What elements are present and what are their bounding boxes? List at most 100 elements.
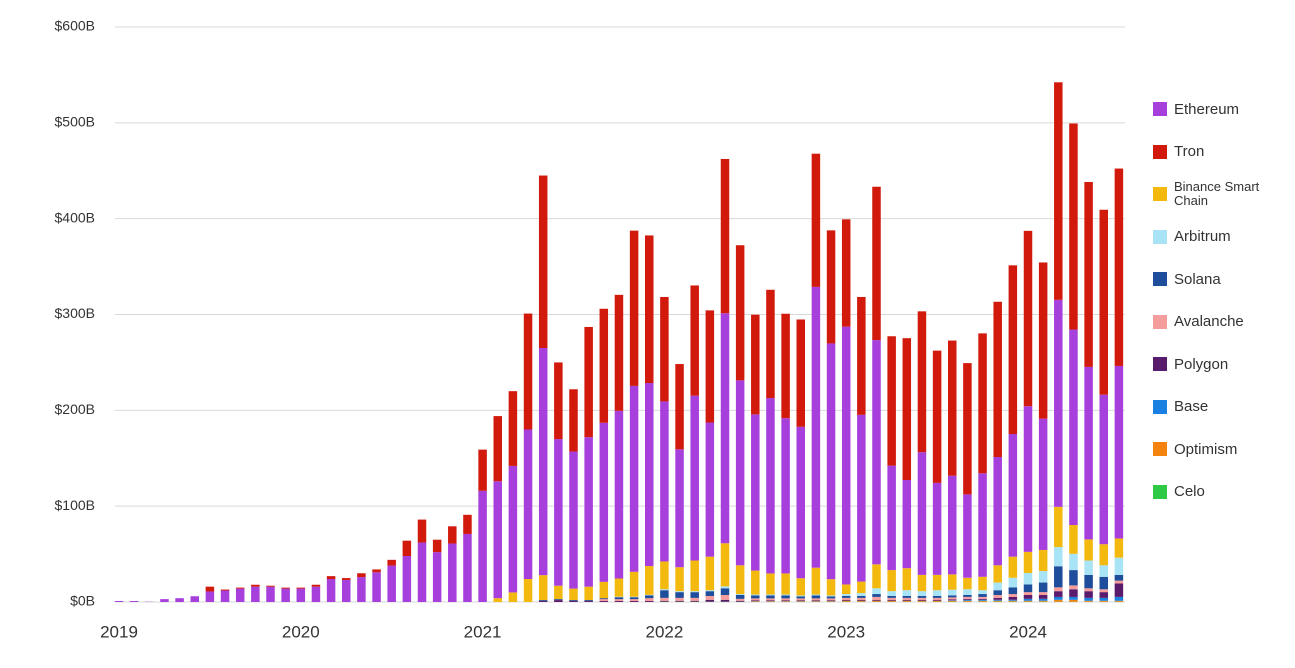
bar-segment [160, 599, 169, 602]
bar-segment [841, 600, 851, 602]
legend-item: Binance Smart Chain [1153, 173, 1293, 216]
bar-segment [1069, 596, 1078, 600]
bar-segment [417, 519, 427, 543]
bar-segment [569, 601, 578, 602]
bar-segment [1008, 600, 1018, 602]
bar-segment [841, 597, 851, 600]
bar-segment [963, 494, 972, 578]
bar-segment [735, 598, 745, 601]
bar-segment [841, 219, 851, 327]
bar-segment [872, 594, 881, 597]
bar-segment [1114, 365, 1124, 539]
bar-segment [720, 586, 730, 589]
bar-segment [917, 600, 927, 602]
bar-segment [645, 566, 654, 595]
bar-segment [387, 565, 396, 602]
bar-segment [720, 599, 730, 602]
bar-segment [129, 601, 139, 602]
bar-segment [826, 230, 836, 344]
bar-segment [1038, 592, 1048, 596]
bar-segment [645, 595, 654, 599]
legend-label: Ethereum [1174, 100, 1240, 118]
bar-segment [508, 592, 518, 602]
bar-segment [1008, 587, 1018, 595]
bar-segment [554, 439, 563, 586]
bar-segment [735, 595, 745, 599]
bar-segment [614, 601, 624, 602]
bar-segment [948, 599, 957, 601]
bar-segment [887, 599, 896, 601]
bar-segment [1069, 553, 1078, 571]
bar-segment [811, 598, 821, 601]
bar-segment [1008, 434, 1018, 557]
bar-segment [417, 542, 427, 602]
bar-segment [932, 350, 942, 483]
bar-segment [599, 601, 609, 602]
bar-segment [372, 572, 381, 602]
bar-segment [584, 326, 593, 438]
bar-segment [1084, 560, 1093, 575]
bar-segment [917, 591, 927, 596]
bar-segment [887, 570, 896, 592]
bar-segment [1023, 592, 1033, 596]
bar-segment [1038, 418, 1048, 550]
bar-segment [629, 571, 639, 597]
bar-segment [675, 449, 684, 568]
bar-segment [963, 577, 972, 590]
bar-segment [887, 600, 896, 602]
bar-segment [342, 579, 351, 602]
bar-segment [1084, 588, 1093, 592]
legend-swatch [1153, 442, 1167, 457]
bar-segment [1023, 598, 1033, 601]
bar-segment [493, 481, 502, 599]
bar-segment [1069, 585, 1078, 590]
bar-segment [751, 414, 760, 571]
bar-segment [841, 584, 851, 595]
bar-segment [1054, 299, 1063, 507]
bar-segment [675, 364, 684, 450]
bar-segment [751, 570, 760, 595]
bar-segment [660, 590, 669, 598]
bar-segment [372, 569, 381, 573]
bar-segment [826, 343, 836, 580]
legend-item: Optimism [1153, 428, 1293, 471]
bar-segment [220, 590, 230, 602]
x-tick-label: 2021 [464, 622, 502, 641]
legend-swatch [1153, 187, 1167, 202]
bar-segment [1099, 394, 1108, 545]
legend: Ethereum Tron Binance Smart Chain Arbitrum S… [1153, 88, 1293, 513]
bar-segment [917, 595, 927, 598]
legend-label: Base [1174, 398, 1209, 416]
bar-segment [751, 594, 760, 596]
bar-segment [629, 385, 639, 572]
bar-segment [114, 601, 124, 602]
bar-segment [599, 599, 609, 602]
legend-item: Ethereum [1153, 88, 1293, 131]
bar-segment [1099, 597, 1108, 601]
bar-segment [887, 465, 896, 571]
bar-segment [811, 594, 821, 596]
bar-segment [326, 579, 336, 602]
bar-segment [781, 600, 790, 602]
legend-swatch [1153, 229, 1167, 244]
bar-segment [811, 595, 821, 599]
bar-segment [766, 598, 775, 601]
bar-segment [735, 245, 745, 381]
bar-segment [963, 600, 972, 602]
bar-segment [538, 348, 548, 576]
bar-segment [251, 586, 260, 602]
bar-segment [917, 597, 927, 600]
bar-segment [872, 186, 881, 341]
bar-segment [1114, 538, 1124, 558]
legend-swatch [1153, 484, 1167, 499]
bar-segment [978, 576, 987, 591]
bar-segment [872, 596, 881, 600]
x-tick-label: 2020 [282, 622, 320, 641]
legend-label: Binance Smart Chain [1174, 179, 1260, 209]
x-tick-label: 2024 [1009, 622, 1047, 641]
bar-segment [554, 599, 563, 601]
bar-segment [1069, 599, 1078, 602]
bar-segment [857, 296, 866, 415]
bar-segment [629, 230, 639, 386]
bar-segment [1054, 506, 1063, 548]
